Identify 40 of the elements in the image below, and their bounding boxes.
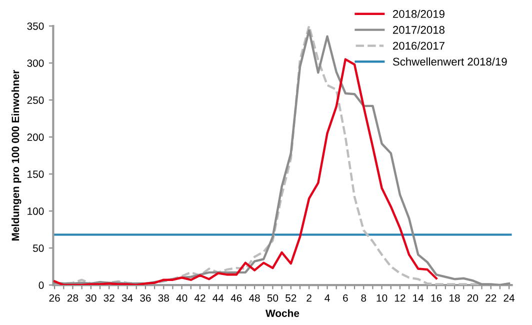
x-tick-label: 38 bbox=[158, 294, 169, 302]
x-tick-label: 32 bbox=[104, 294, 114, 302]
x-axis-title: Woche bbox=[266, 309, 300, 317]
x-tick-label: 4 bbox=[324, 294, 330, 302]
x-tick-label: 50 bbox=[267, 294, 278, 302]
legend-label: 2017/2018 bbox=[393, 26, 444, 34]
x-tick-label: 26 bbox=[49, 294, 60, 302]
x-tick-label: 18 bbox=[450, 294, 460, 302]
x-tick-label: 30 bbox=[86, 294, 96, 302]
x-tick-label: 44 bbox=[212, 294, 224, 302]
x-tick-label: 46 bbox=[230, 294, 242, 302]
y-tick-label: 250 bbox=[27, 96, 44, 104]
x-tick-label: 10 bbox=[376, 294, 388, 302]
x-tick-label: 42 bbox=[194, 294, 206, 302]
x-tick-label: 28 bbox=[67, 294, 78, 302]
legend-label: 2016/2017 bbox=[393, 42, 444, 50]
x-tick-label: 24 bbox=[504, 294, 515, 302]
y-tick-label: 350 bbox=[27, 22, 44, 30]
y-axis-title: Meldungen pro 100 000 Einwohner bbox=[11, 70, 22, 240]
x-tick-label: 12 bbox=[394, 294, 406, 302]
y-tick-label: 200 bbox=[27, 134, 44, 141]
x-tick-label: 22 bbox=[486, 294, 496, 302]
x-tick-label: 36 bbox=[140, 294, 151, 302]
y-tick-label: 150 bbox=[28, 170, 44, 178]
x-tick-label: 40 bbox=[176, 294, 188, 302]
x-tick-label: 20 bbox=[467, 294, 478, 302]
y-tick-label: 50 bbox=[33, 244, 44, 252]
y-tick-label: 100 bbox=[28, 208, 44, 215]
x-tick-label: 2 bbox=[306, 294, 312, 302]
y-tick-label: 0 bbox=[38, 282, 44, 289]
y-tick-label: 300 bbox=[27, 60, 44, 67]
x-tick-label: 6 bbox=[343, 294, 348, 302]
legend-label: Schwellenwert 2018/19 bbox=[392, 57, 507, 66]
x-tick-label: 48 bbox=[248, 294, 260, 302]
x-tick-label: 52 bbox=[286, 294, 296, 302]
x-tick-label: 34 bbox=[122, 294, 133, 302]
x-tick-label: 16 bbox=[431, 294, 442, 302]
x-tick-label: 14 bbox=[413, 294, 424, 302]
x-tick-label: 8 bbox=[361, 294, 366, 302]
legend-label: 2018/2019 bbox=[393, 10, 444, 18]
